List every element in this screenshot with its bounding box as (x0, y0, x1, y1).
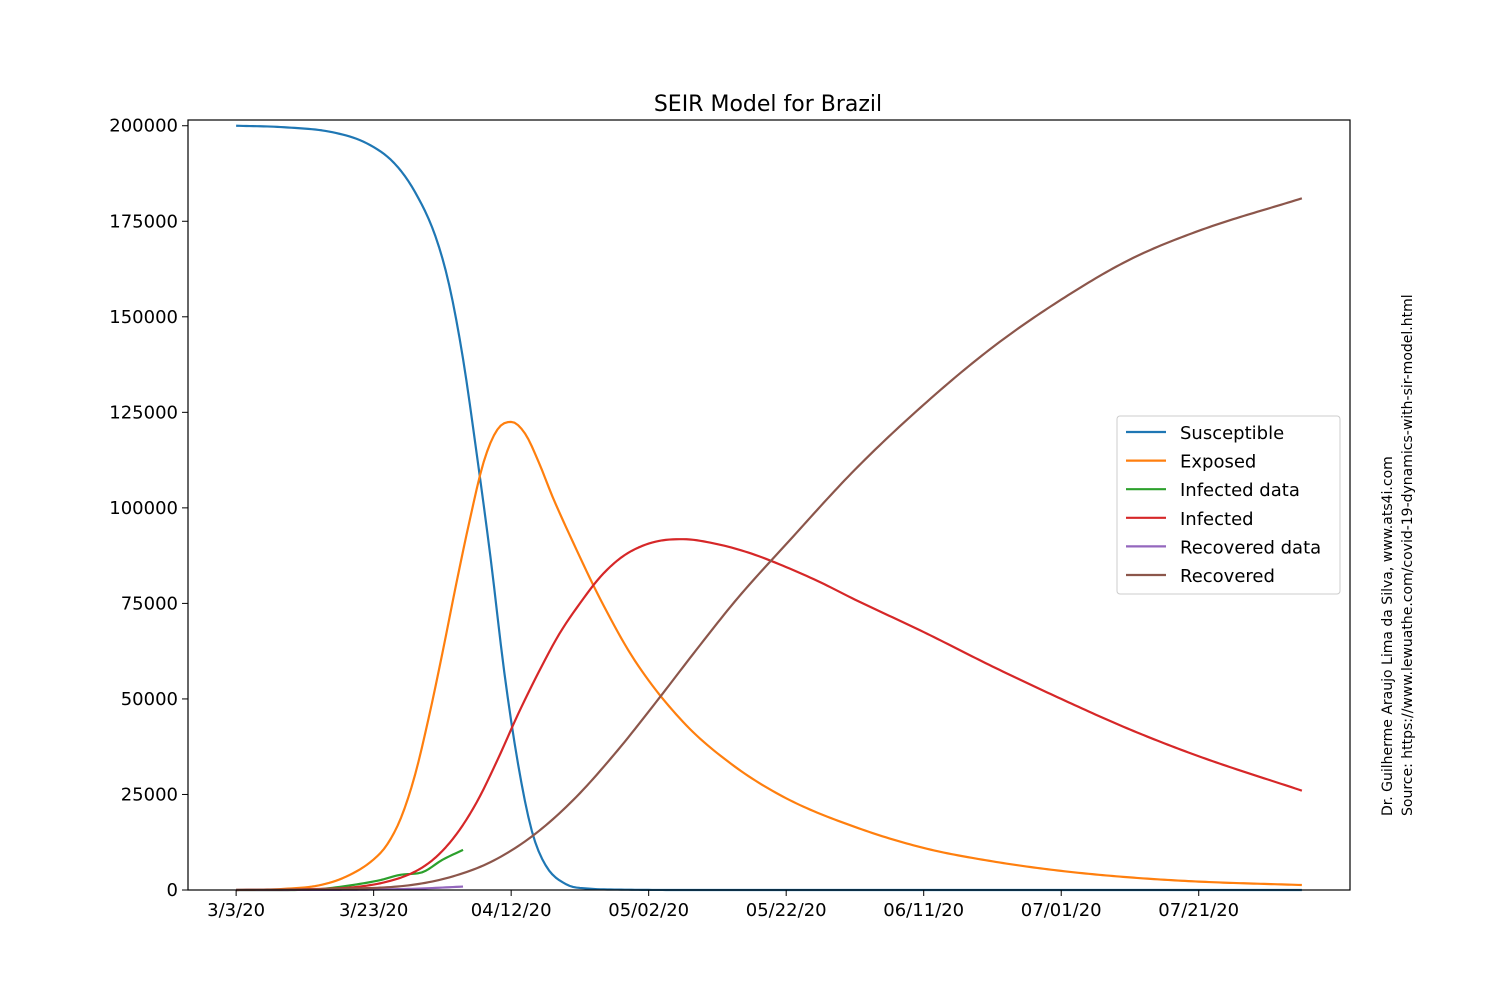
legend-frame (1116, 415, 1341, 595)
legend-label-susceptible: Susceptible (1180, 423, 1284, 444)
x-tick-label: 06/11/20 (883, 900, 964, 921)
series-line-exposed (236, 420, 1302, 892)
series-line-recovered (236, 197, 1303, 892)
chart-title: SEIR Model for Brazil (654, 92, 882, 117)
y-tick-label: 75000 (121, 593, 178, 614)
legend: Susceptible Exposed Infected data Infected R… (1116, 415, 1341, 595)
y-tick-label: 150000 (109, 307, 178, 328)
y-tick-label: 25000 (121, 784, 178, 805)
legend-label-infected: Infected (1180, 509, 1254, 530)
y-tick-label: 200000 (109, 116, 178, 137)
x-tick-label: 05/22/20 (746, 900, 827, 921)
author-credit: Dr. Guilherme Araujo Lima da Silva, www.… (1380, 456, 1396, 816)
side-note: Dr. Guilherme Araujo Lima da Silva, www.… (1380, 294, 1416, 816)
x-tick-label: 3/3/20 (207, 900, 265, 921)
x-tick-label: 05/02/20 (608, 900, 689, 921)
y-axis: 0 25000 50000 75000 100000 125000 150000 175000… (109, 116, 188, 901)
x-tick-label: 04/12/20 (471, 900, 552, 921)
plot-area (187, 119, 1351, 892)
x-tick-label: 07/21/20 (1158, 900, 1239, 921)
x-tick-label: 3/23/20 (339, 900, 408, 921)
y-tick-label: 125000 (109, 402, 178, 423)
y-tick-label: 0 (167, 880, 178, 901)
legend-label-recovered-data: Recovered data (1180, 537, 1321, 558)
legend-label-recovered: Recovered (1180, 566, 1275, 587)
y-tick-label: 175000 (109, 211, 178, 232)
y-tick-label: 100000 (109, 498, 178, 519)
legend-label-infected-data: Infected data (1180, 480, 1300, 501)
series-line-infected (236, 538, 1303, 892)
source-credit: Source: https://www.lewuathe.com/covid-1… (1400, 294, 1416, 816)
y-tick-label: 50000 (121, 689, 178, 710)
axes-frame (187, 119, 1351, 891)
legend-label-exposed: Exposed (1180, 452, 1256, 473)
x-tick-label: 07/01/20 (1021, 900, 1102, 921)
x-axis: 3/3/20 3/23/20 04/12/20 05/02/20 05/22/20 06/… (207, 890, 1239, 921)
